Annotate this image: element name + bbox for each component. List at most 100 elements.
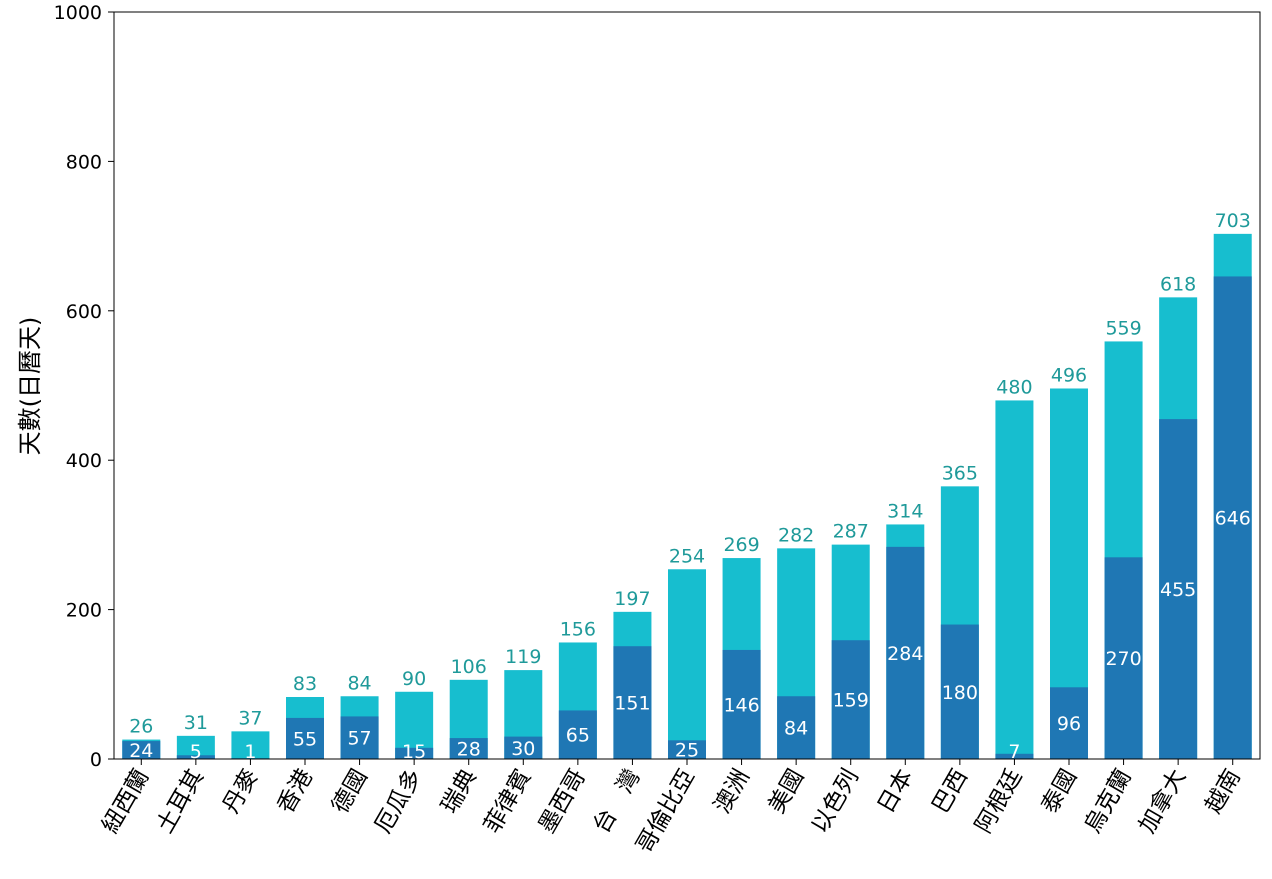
x-tick-label: 美國	[764, 765, 810, 818]
bar-inner	[122, 741, 161, 759]
inner-value-label: 159	[833, 690, 869, 712]
inner-value-label: 146	[723, 694, 759, 716]
total-value-label: 37	[238, 707, 262, 729]
total-value-label: 106	[451, 656, 487, 678]
bar-inner	[558, 710, 597, 759]
y-tick-label: 0	[90, 749, 102, 771]
x-tick-label: 丹麥	[218, 765, 264, 818]
bar-inner	[613, 646, 652, 759]
inner-value-label: 30	[511, 738, 535, 760]
inner-value-label: 55	[293, 728, 317, 750]
inner-value-label: 646	[1215, 508, 1251, 530]
bar-inner	[504, 736, 543, 759]
y-tick-label: 200	[66, 600, 102, 622]
bar-inner	[340, 716, 379, 759]
total-value-label: 282	[778, 524, 814, 546]
bar-inner	[995, 753, 1034, 759]
y-tick-label: 600	[66, 301, 102, 323]
bar-total	[231, 731, 270, 759]
x-tick-label: 香港	[273, 765, 319, 818]
total-value-label: 26	[129, 716, 153, 738]
bar-total	[176, 735, 215, 759]
bar-inner	[777, 696, 816, 759]
total-value-label: 480	[996, 376, 1032, 398]
bar-inner	[940, 624, 979, 759]
inner-value-label: 455	[1160, 579, 1196, 601]
total-value-label: 83	[293, 673, 317, 695]
total-value-labels: 26 31 37 83 84 90 106 119 156 197 254 269 282 287 314 3…	[129, 210, 1251, 738]
bar-inner	[1159, 419, 1198, 759]
x-tick-label: 巴西	[928, 765, 974, 818]
total-value-label: 703	[1215, 210, 1251, 232]
total-value-label: 119	[505, 646, 541, 668]
total-value-label: 287	[833, 521, 869, 543]
x-tick-label: 德國	[327, 765, 373, 818]
inner-bars	[122, 276, 1252, 759]
bar-inner	[176, 755, 215, 759]
total-value-label: 31	[184, 712, 208, 734]
bar-inner	[722, 649, 761, 759]
bar-inner	[886, 546, 925, 759]
x-tick-label: 澳洲	[709, 765, 755, 818]
inner-value-label: 5	[190, 741, 202, 763]
inner-value-label: 7	[1008, 741, 1020, 763]
total-value-label: 496	[1051, 364, 1087, 386]
inner-value-label: 84	[784, 718, 808, 740]
bar-total	[995, 400, 1034, 759]
total-value-label: 618	[1160, 273, 1196, 295]
inner-value-label: 284	[887, 643, 923, 665]
total-value-label: 559	[1105, 317, 1141, 339]
x-tick-label: 台 灣	[589, 765, 646, 838]
x-tick-label: 墨西哥	[534, 765, 591, 838]
y-axis-ticks: 0 200 400 600 800 1000	[54, 2, 114, 771]
x-axis-ticks: 紐西蘭土耳其 丹麥 香港 德國厄瓜多 瑞典菲律賓墨西哥台 灣哥倫比亞 澳洲 美國以色列 日本巴…	[97, 759, 1246, 858]
total-value-label: 84	[347, 672, 371, 694]
y-tick-label: 1000	[54, 2, 102, 24]
y-tick-label: 800	[66, 151, 102, 173]
bar-inner	[831, 640, 870, 759]
inner-value-label: 96	[1057, 713, 1081, 735]
total-value-label: 254	[669, 545, 705, 567]
inner-value-label: 57	[347, 728, 371, 750]
y-tick-label: 400	[66, 450, 102, 472]
bar-inner	[668, 740, 706, 759]
x-tick-label: 日本	[873, 765, 919, 818]
total-value-label: 269	[723, 534, 759, 556]
inner-value-label: 151	[614, 693, 650, 715]
x-tick-label: 烏克蘭	[1080, 765, 1137, 838]
inner-value-labels: 24 5 1 55 57 15 28 30 65 151 25 146 84 159 284 180 7 96 27…	[129, 508, 1251, 763]
bar-inner	[1213, 276, 1252, 759]
bar-inner	[1104, 557, 1143, 759]
x-tick-label: 瑞典	[436, 765, 482, 818]
inner-value-label: 15	[402, 741, 426, 763]
inner-value-label: 25	[675, 740, 699, 762]
bar-inner	[395, 747, 434, 759]
bar-inner	[1050, 687, 1088, 759]
x-tick-label: 阿根廷	[971, 765, 1028, 838]
bar-inner	[449, 738, 488, 759]
inner-value-label: 1	[244, 741, 256, 763]
x-tick-label: 土耳其	[152, 765, 209, 838]
total-value-label: 365	[942, 462, 978, 484]
inner-value-label: 28	[457, 739, 481, 761]
x-tick-label: 厄瓜多	[370, 765, 427, 838]
total-value-label: 156	[560, 618, 596, 640]
total-value-label: 314	[887, 500, 923, 522]
x-tick-label: 紐西蘭	[97, 765, 154, 838]
total-value-label: 197	[614, 588, 650, 610]
total-value-label: 90	[402, 668, 426, 690]
x-tick-label: 以色列	[807, 765, 864, 838]
total-bars	[122, 233, 1252, 759]
x-tick-label: 菲律賓	[479, 765, 536, 838]
inner-value-label: 24	[129, 740, 153, 762]
inner-value-label: 180	[942, 682, 978, 704]
x-tick-label: 越南	[1200, 765, 1246, 818]
bar-total	[668, 569, 706, 759]
bar-inner	[286, 717, 324, 759]
x-tick-label: 加拿大	[1133, 765, 1191, 838]
inner-value-label: 65	[566, 725, 590, 747]
x-tick-label: 泰國	[1037, 765, 1083, 818]
y-axis-label: 天數(日曆天)	[16, 317, 44, 456]
inner-value-label: 270	[1105, 648, 1141, 670]
